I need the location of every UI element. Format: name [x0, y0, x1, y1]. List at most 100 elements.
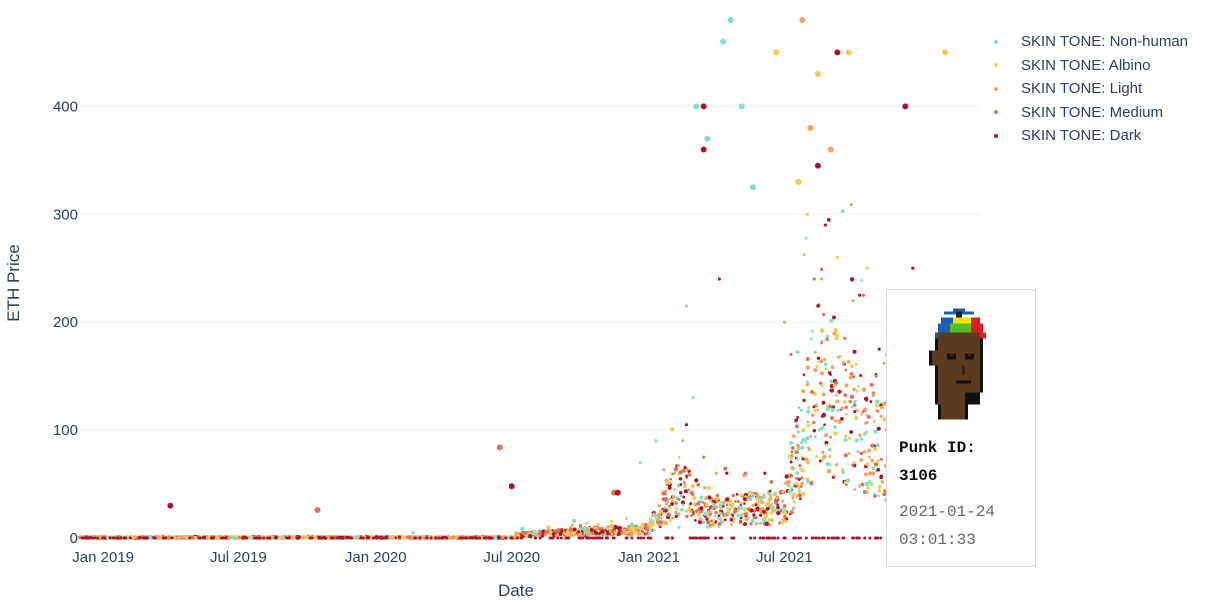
data-point[interactable]	[800, 441, 804, 445]
data-point[interactable]	[181, 535, 185, 539]
data-points[interactable]	[78, 17, 954, 540]
data-point[interactable]	[703, 486, 707, 490]
data-point[interactable]	[796, 416, 800, 419]
data-point[interactable]	[800, 467, 804, 472]
data-point[interactable]	[856, 450, 860, 454]
data-point[interactable]	[810, 536, 814, 540]
data-point[interactable]	[749, 522, 753, 526]
data-point[interactable]	[863, 536, 867, 540]
data-point[interactable]	[711, 518, 716, 523]
data-point[interactable]	[695, 536, 699, 540]
data-point[interactable]	[852, 375, 856, 379]
data-point[interactable]	[308, 536, 312, 540]
data-point[interactable]	[504, 536, 508, 540]
data-point-skin-tone-albino[interactable]	[805, 212, 810, 216]
data-point[interactable]	[703, 536, 707, 540]
data-point[interactable]	[683, 466, 687, 470]
data-point[interactable]	[682, 484, 687, 489]
data-point[interactable]	[826, 468, 832, 474]
data-point[interactable]	[880, 480, 885, 484]
data-point[interactable]	[600, 529, 605, 534]
data-point[interactable]	[694, 478, 699, 483]
data-point[interactable]	[678, 476, 683, 481]
data-point[interactable]	[857, 484, 862, 488]
data-point[interactable]	[833, 328, 838, 333]
data-point[interactable]	[810, 413, 815, 417]
data-point[interactable]	[478, 536, 482, 540]
data-point[interactable]	[801, 491, 806, 496]
data-point[interactable]	[740, 493, 744, 497]
data-point[interactable]	[677, 497, 681, 501]
data-point-skin-tone-non-human[interactable]	[691, 396, 695, 400]
data-point[interactable]	[671, 495, 676, 499]
data-point[interactable]	[730, 536, 734, 540]
data-point-skin-tone-albino[interactable]	[835, 255, 839, 260]
data-point[interactable]	[843, 453, 848, 458]
data-point[interactable]	[583, 528, 587, 533]
data-point[interactable]	[534, 531, 538, 535]
data-point[interactable]	[879, 457, 883, 461]
data-point[interactable]	[598, 527, 602, 531]
data-point[interactable]	[394, 536, 398, 539]
data-point[interactable]	[522, 531, 527, 536]
data-point[interactable]	[137, 535, 142, 540]
data-point[interactable]	[341, 536, 345, 540]
data-point[interactable]	[875, 399, 880, 404]
data-point[interactable]	[639, 536, 643, 540]
data-point[interactable]	[652, 528, 656, 532]
data-point[interactable]	[636, 536, 640, 540]
data-point[interactable]	[795, 450, 799, 454]
data-point[interactable]	[310, 536, 314, 540]
data-point[interactable]	[758, 521, 763, 526]
data-point[interactable]	[671, 516, 675, 520]
data-point[interactable]	[606, 525, 610, 529]
data-point[interactable]	[853, 488, 856, 492]
data-point[interactable]	[880, 405, 884, 410]
data-point[interactable]	[782, 504, 787, 508]
data-point-skin-tone-medium[interactable]	[702, 455, 706, 459]
data-point[interactable]	[657, 512, 662, 518]
data-point[interactable]	[768, 489, 772, 493]
data-point[interactable]	[448, 535, 453, 540]
data-point[interactable]	[761, 509, 766, 514]
data-point[interactable]	[841, 467, 845, 471]
data-point[interactable]	[193, 535, 197, 539]
data-point[interactable]	[558, 531, 563, 536]
data-point[interactable]	[798, 463, 802, 468]
data-point[interactable]	[678, 470, 683, 475]
data-point[interactable]	[589, 527, 594, 532]
data-point[interactable]	[816, 356, 821, 360]
data-point[interactable]	[598, 532, 601, 536]
data-point[interactable]	[820, 425, 825, 431]
data-point[interactable]	[782, 508, 787, 513]
data-point[interactable]	[646, 528, 650, 532]
data-point[interactable]	[863, 472, 868, 477]
data-point[interactable]	[834, 463, 839, 467]
data-point[interactable]	[812, 421, 816, 425]
data-point[interactable]	[699, 506, 704, 510]
data-point[interactable]	[855, 389, 859, 393]
data-point[interactable]	[859, 437, 864, 441]
data-point-skin-tone-dark[interactable]	[684, 423, 689, 427]
data-point[interactable]	[754, 503, 758, 507]
data-point[interactable]	[835, 399, 840, 404]
data-point[interactable]	[701, 500, 704, 504]
data-point[interactable]	[418, 536, 422, 540]
data-point[interactable]	[830, 365, 835, 370]
data-point[interactable]	[629, 532, 634, 537]
data-point[interactable]	[668, 497, 672, 501]
data-point[interactable]	[813, 367, 818, 373]
data-point[interactable]	[520, 526, 525, 531]
data-point[interactable]	[792, 536, 796, 540]
data-point[interactable]	[723, 466, 728, 471]
data-point[interactable]	[227, 535, 231, 540]
data-point[interactable]	[318, 536, 322, 540]
data-point[interactable]	[397, 535, 402, 539]
data-point[interactable]	[850, 405, 854, 409]
data-point[interactable]	[145, 536, 149, 540]
data-point[interactable]	[821, 400, 826, 405]
data-point[interactable]	[862, 450, 867, 454]
data-point[interactable]	[585, 522, 589, 525]
data-point[interactable]	[625, 516, 628, 520]
data-point[interactable]	[732, 520, 736, 524]
